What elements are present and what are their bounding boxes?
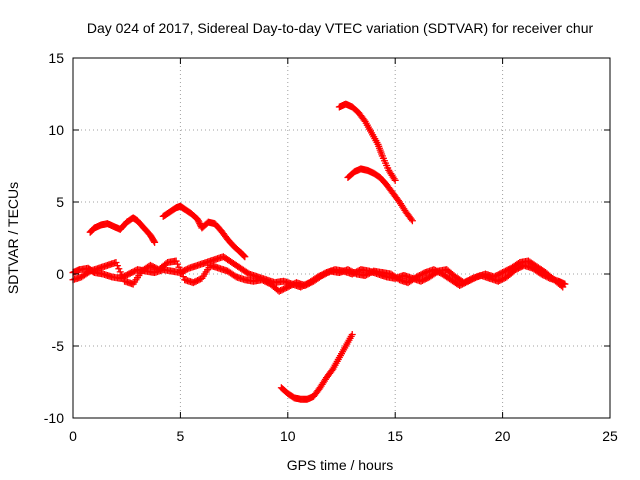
data-point (118, 271, 126, 279)
y-tick-label: -5 (52, 338, 65, 354)
y-tick-label: 0 (56, 266, 64, 282)
data-point (348, 330, 356, 338)
series-low-arc (277, 330, 356, 403)
x-tick-label: 5 (177, 428, 185, 444)
series-upper-mid-arc (344, 165, 416, 225)
series-baseline-b (69, 257, 567, 295)
data-point (407, 215, 415, 223)
chart-title: Day 024 of 2017, Sidereal Day-to-day VTE… (87, 20, 594, 36)
x-axis-label: GPS time / hours (287, 457, 394, 473)
grid-lines (73, 58, 610, 418)
data-points (69, 100, 569, 403)
data-point (408, 217, 416, 225)
y-tick-label: -10 (44, 410, 64, 426)
data-point (176, 266, 184, 274)
series-high-arc (335, 100, 399, 184)
y-tick-label: 5 (56, 194, 64, 210)
data-point (179, 273, 187, 281)
data-point (119, 274, 127, 282)
y-tick-label: 15 (48, 50, 64, 66)
data-point (113, 262, 121, 270)
x-tick-label: 25 (602, 428, 618, 444)
data-point (559, 283, 567, 291)
data-point (151, 238, 159, 246)
data-point (174, 260, 182, 268)
data-point (391, 176, 399, 184)
data-point (112, 258, 120, 266)
series-mid-arc (159, 202, 249, 261)
axis-ticks: 0 5 10 15 20 25 -10 -5 0 5 10 15 (44, 50, 618, 444)
x-tick-label: 15 (387, 428, 403, 444)
plot-frame (72, 57, 611, 419)
x-tick-label: 20 (495, 428, 511, 444)
data-point (116, 268, 124, 276)
x-tick-label: 10 (280, 428, 296, 444)
data-point (175, 263, 183, 271)
y-tick-label: 10 (48, 122, 64, 138)
data-point (115, 265, 123, 273)
data-point (241, 253, 249, 261)
data-point (178, 270, 186, 278)
data-point (150, 237, 158, 245)
x-tick-label: 0 (69, 428, 77, 444)
series-early-arc (86, 214, 159, 246)
data-point (240, 252, 248, 260)
data-point (390, 175, 398, 183)
data-point (557, 282, 565, 290)
data-point (172, 257, 180, 265)
data-point (239, 251, 247, 259)
y-axis-label: SDTVAR / TECUs (5, 182, 21, 294)
